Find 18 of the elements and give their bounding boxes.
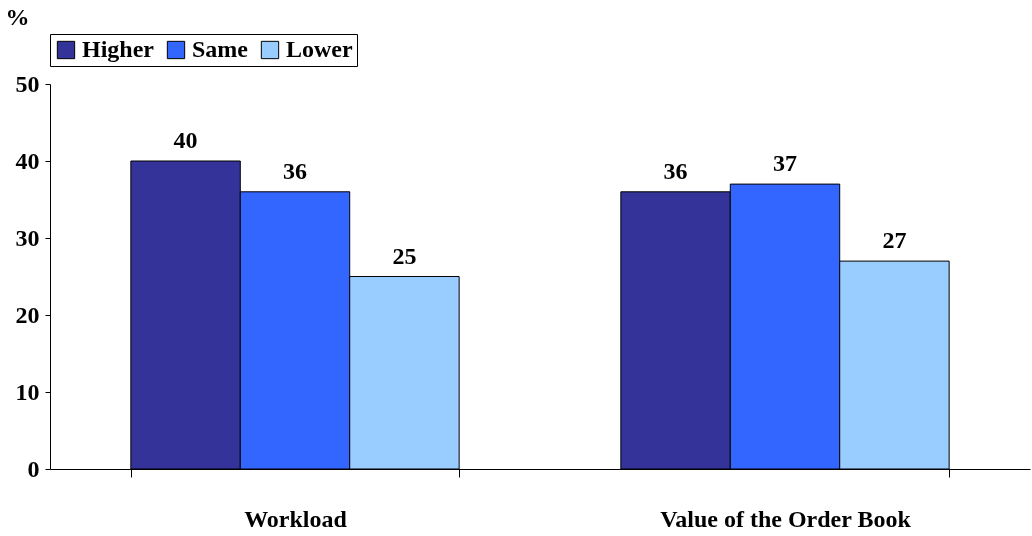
legend-label: Same xyxy=(192,36,249,62)
legend-label: Higher xyxy=(82,36,155,62)
y-tick-label: 50 xyxy=(15,70,40,97)
y-tick-label: 30 xyxy=(15,224,40,251)
y-tick-label: 40 xyxy=(15,147,40,174)
data-label: 27 xyxy=(882,227,907,254)
data-label: 37 xyxy=(773,150,797,177)
data-label: 36 xyxy=(283,157,307,184)
x-tick-label: Workload xyxy=(244,505,348,532)
x-tick-label: Value of the Order Book xyxy=(660,505,912,532)
legend-label: Lower xyxy=(286,36,353,62)
data-label: 36 xyxy=(663,157,688,184)
data-label: 25 xyxy=(392,242,417,269)
y-tick-label: 10 xyxy=(15,378,40,405)
y-tick-label: 20 xyxy=(15,301,40,328)
data-label: 40 xyxy=(173,127,198,153)
y-tick-label: 0 xyxy=(27,455,40,482)
y-axis-title: % xyxy=(5,3,30,30)
